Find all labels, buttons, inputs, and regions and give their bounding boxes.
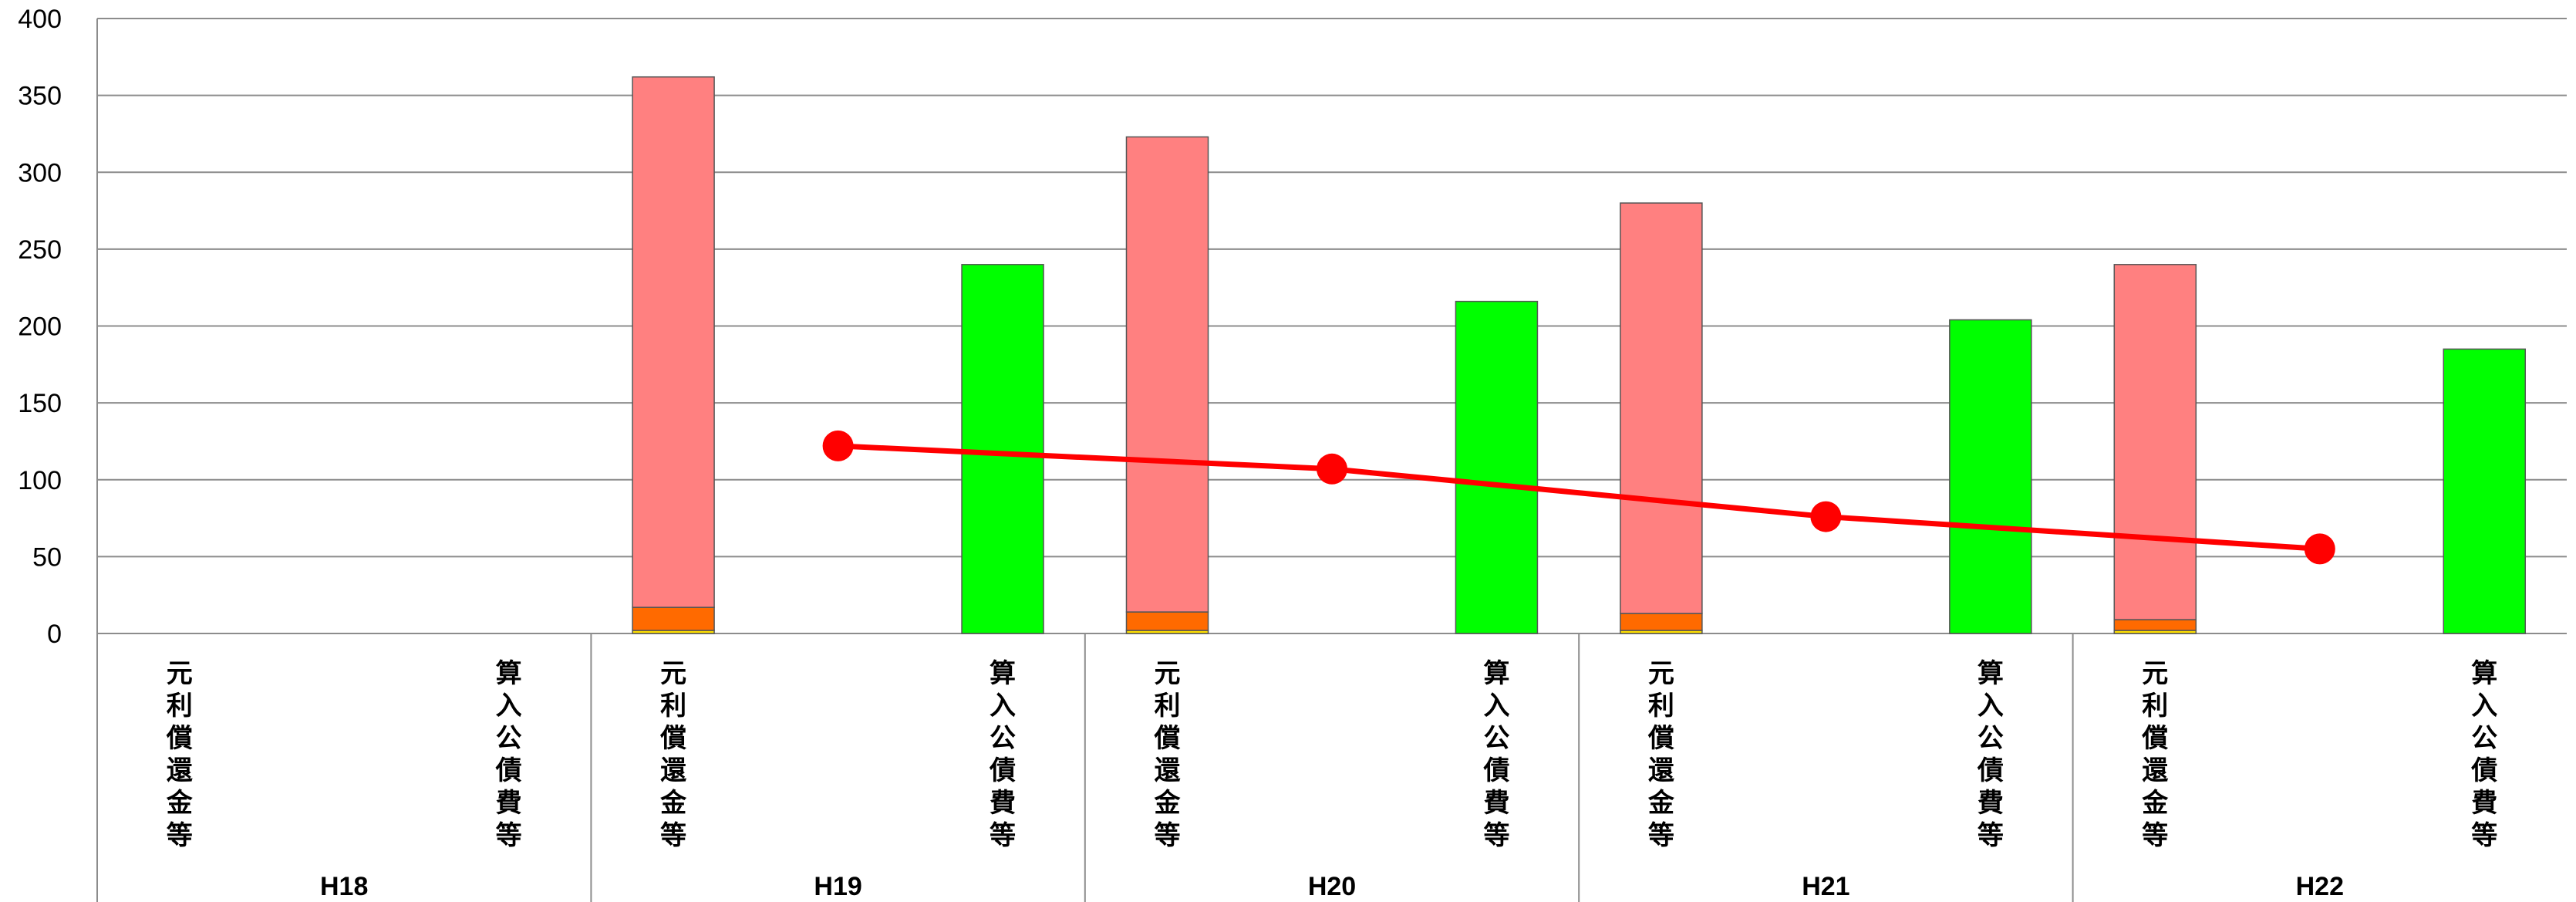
line-point-0 bbox=[822, 430, 854, 461]
category-label-H18-0: 元利償還金等 bbox=[166, 659, 194, 850]
category-label-H22-0: 元利償還金等 bbox=[2141, 659, 2169, 850]
line-point-1 bbox=[1317, 453, 1347, 485]
category-label-H21-0: 元利償還金等 bbox=[1647, 659, 1675, 850]
category-label-H19-0: 元利償還金等 bbox=[659, 659, 687, 850]
bar-H22-1-0 bbox=[2443, 348, 2526, 634]
year-label-H20: H20 bbox=[1308, 872, 1356, 901]
y-tick-label-8: 400 bbox=[18, 5, 62, 34]
bar-H21-1-0 bbox=[1949, 319, 2032, 634]
category-label-H21-1: 算入公債費等 bbox=[1977, 659, 2004, 850]
bar-H22-0-2 bbox=[2113, 264, 2197, 620]
bar-H20-1-0 bbox=[1455, 300, 1539, 634]
bar-H21-0-1 bbox=[1620, 613, 1703, 631]
bar-H22-0-1 bbox=[2113, 619, 2197, 631]
y-tick-label-7: 350 bbox=[18, 82, 62, 111]
category-label-H20-0: 元利償還金等 bbox=[1153, 659, 1181, 850]
year-label-H21: H21 bbox=[1802, 872, 1849, 901]
line-series bbox=[838, 443, 2321, 552]
y-tick-label-3: 150 bbox=[18, 389, 62, 418]
y-tick-label-1: 50 bbox=[32, 542, 62, 572]
category-label-H20-1: 算入公債費等 bbox=[1482, 659, 1509, 850]
bar-H20-0-1 bbox=[1125, 611, 1209, 631]
category-label-H22-1: 算入公債費等 bbox=[2470, 659, 2497, 850]
bar-H19-0-1 bbox=[632, 606, 715, 631]
bar-H20-0-2 bbox=[1125, 136, 1209, 613]
bar-H19-0-2 bbox=[632, 76, 715, 608]
line-point-2 bbox=[1810, 501, 1842, 532]
y-tick-label-5: 250 bbox=[18, 235, 62, 265]
y-tick-label-2: 100 bbox=[18, 466, 62, 495]
year-label-H22: H22 bbox=[2296, 872, 2344, 901]
year-label-H18: H18 bbox=[320, 872, 368, 901]
y-tick-label-4: 200 bbox=[18, 312, 62, 342]
y-tick-label-0: 0 bbox=[47, 620, 62, 649]
line-point-3 bbox=[2304, 533, 2335, 565]
category-label-H18-1: 算入公債費等 bbox=[495, 659, 522, 850]
y-tick-label-6: 300 bbox=[18, 158, 62, 187]
category-label-H19-1: 算入公債費等 bbox=[989, 659, 1016, 850]
year-label-H19: H19 bbox=[814, 872, 861, 901]
bar-H19-1-0 bbox=[961, 264, 1044, 634]
bar-H21-0-2 bbox=[1620, 202, 1703, 614]
